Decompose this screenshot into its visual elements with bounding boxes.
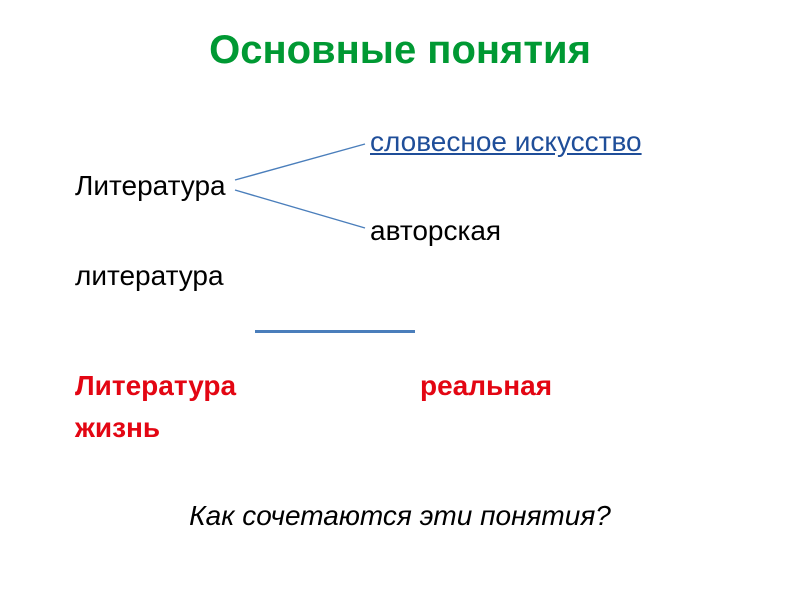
authors-label: авторская	[370, 215, 501, 247]
divider-line	[255, 330, 417, 334]
real-life-label-2: жизнь	[75, 412, 160, 444]
real-life-label-1: реальная	[420, 370, 552, 402]
literature-red-label: Литература	[75, 370, 236, 402]
verbal-art-label: словесное искусство	[370, 126, 642, 158]
branch-line-bottom	[235, 190, 367, 232]
literature-root-label: Литература	[75, 170, 226, 202]
literature-lower-label: литература	[75, 260, 224, 292]
slide: Основные понятия словесное искусство Лит…	[0, 0, 800, 600]
slide-title: Основные понятия	[0, 28, 800, 73]
question-text: Как сочетаются эти понятия?	[0, 500, 800, 532]
branch-line-top	[235, 142, 367, 184]
